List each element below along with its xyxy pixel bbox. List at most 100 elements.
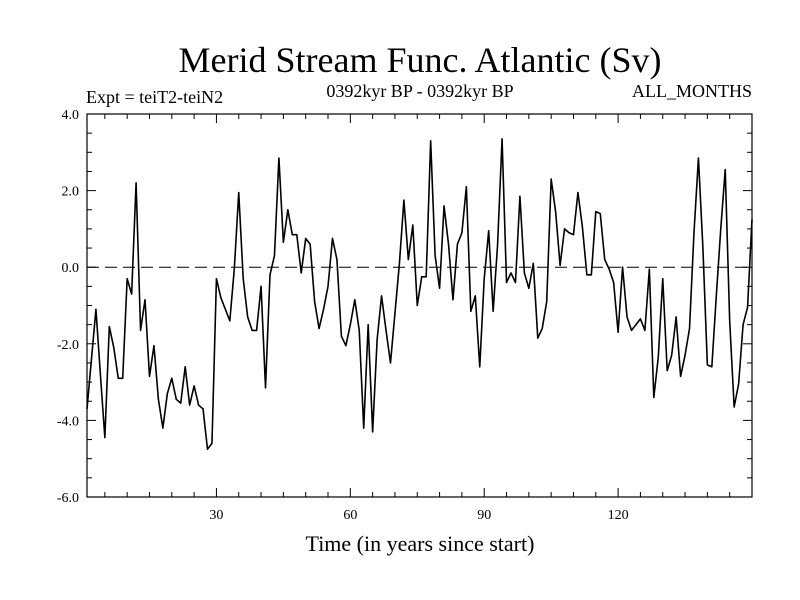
data-point (175, 398, 177, 400)
y-tick-label: -6.0 (57, 491, 79, 506)
data-point (287, 209, 289, 211)
data-point (742, 324, 744, 326)
data-point (269, 274, 271, 276)
data-point (99, 373, 101, 376)
data-point (644, 329, 646, 331)
data-point (166, 392, 168, 395)
x-tick-label: 120 (608, 508, 629, 523)
data-point (345, 345, 347, 347)
chart-title: Merid Stream Func. Atlantic (Sv) (179, 40, 662, 80)
data-point (590, 274, 592, 276)
data-point (720, 228, 722, 230)
data-point (559, 264, 561, 266)
data-point (510, 272, 512, 274)
data-point (251, 329, 253, 331)
data-point (416, 304, 418, 307)
data-point (331, 237, 334, 240)
data-point (572, 234, 575, 236)
data-point (443, 205, 445, 207)
data-point (581, 226, 584, 228)
data-point (452, 299, 454, 301)
data-point (385, 329, 387, 331)
data-point (751, 218, 753, 220)
data-point (238, 191, 240, 194)
data-point (309, 243, 311, 245)
y-tick-label: 4.0 (62, 108, 80, 123)
data-point (291, 234, 293, 236)
y-tick-label: -2.0 (57, 338, 79, 353)
data-point (273, 255, 276, 257)
data-point (398, 262, 401, 264)
data-point (233, 268, 235, 270)
data-point (679, 375, 682, 377)
data-point (693, 232, 695, 234)
data-point (447, 243, 450, 245)
data-point (702, 247, 704, 249)
data-point (474, 295, 476, 297)
data-point (537, 337, 539, 339)
data-point (461, 232, 463, 234)
subtitle-center: 0392kyr BP - 0392kyr BP (326, 81, 513, 101)
data-point (122, 377, 124, 379)
data-point (318, 327, 320, 330)
data-point (131, 293, 133, 295)
data-point (139, 329, 142, 331)
data-point (148, 375, 151, 377)
data-point (202, 408, 204, 410)
data-point (492, 310, 494, 312)
data-point (626, 316, 628, 318)
data-point (86, 408, 88, 410)
data-point (599, 212, 601, 215)
data-point (648, 268, 650, 270)
data-point (95, 308, 97, 310)
y-tick-label: 0.0 (62, 261, 80, 276)
data-point (697, 157, 700, 159)
data-point (193, 385, 195, 387)
data-point (215, 278, 218, 280)
data-point (595, 211, 597, 213)
data-point (639, 318, 642, 320)
x-axis-label: Time (in years since start) (306, 531, 535, 556)
data-point (738, 383, 740, 385)
subtitle-right: ALL_MONTHS (632, 81, 752, 101)
data-point (211, 442, 213, 444)
data-point (322, 308, 325, 310)
data-point (180, 402, 182, 404)
data-point (367, 324, 369, 326)
data-point (117, 377, 119, 379)
data-point (532, 262, 534, 264)
data-point (389, 362, 392, 364)
data-point (706, 364, 708, 366)
data-point (421, 276, 423, 278)
data-point (514, 281, 517, 284)
data-point (497, 243, 499, 245)
data-point (363, 427, 365, 429)
data-point (434, 255, 436, 257)
data-point (247, 316, 249, 318)
data-point (108, 325, 110, 328)
subtitle-left: Expt = teiT2-teiN2 (86, 87, 223, 107)
data-point (608, 268, 610, 270)
data-point (144, 299, 146, 301)
data-point (684, 354, 686, 356)
data-point (688, 327, 691, 330)
data-point (157, 398, 160, 400)
y-tick-label: 2.0 (62, 185, 80, 200)
data-point (550, 178, 552, 180)
y-tick-label: -4.0 (57, 414, 79, 429)
data-point (349, 324, 351, 326)
data-point (354, 299, 356, 301)
data-point (577, 191, 579, 194)
data-point (675, 316, 677, 318)
data-point (438, 287, 441, 289)
data-point (470, 310, 472, 312)
data-point (153, 345, 155, 347)
data-point (171, 377, 173, 379)
data-point (189, 404, 191, 406)
data-point (327, 285, 329, 287)
data-point (206, 448, 209, 450)
data-point (372, 431, 374, 433)
data-point (563, 228, 566, 230)
data-point (505, 281, 508, 284)
data-point (242, 278, 244, 280)
